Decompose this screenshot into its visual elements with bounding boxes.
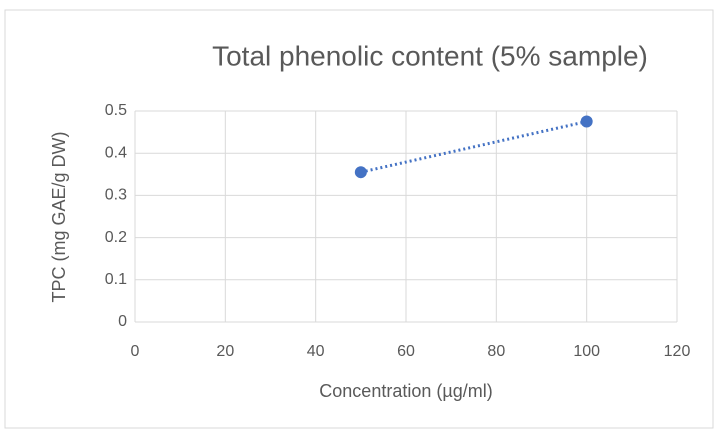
y-axis-label: TPC (mg GAE/g DW) [49, 131, 69, 302]
y-tick-label: 0.1 [105, 271, 127, 288]
x-tick-label: 0 [131, 343, 140, 360]
x-tick-label: 120 [664, 343, 691, 360]
x-tick-label: 60 [397, 343, 415, 360]
x-tick-label: 20 [216, 343, 234, 360]
chart-title: Total phenolic content (5% sample) [212, 40, 648, 71]
x-tick-label: 40 [307, 343, 325, 360]
x-tick-label: 100 [573, 343, 600, 360]
y-tick-label: 0.2 [105, 229, 127, 246]
y-tick-label: 0.4 [105, 144, 127, 161]
chart-frame [4, 9, 714, 429]
y-tick-label: 0 [118, 313, 127, 330]
data-point [354, 166, 367, 179]
x-tick-label: 80 [487, 343, 505, 360]
y-tick-label: 0.5 [105, 102, 127, 119]
x-axis-label: Concentration (µg/ml) [319, 381, 492, 401]
data-point [580, 115, 593, 128]
series-line [360, 120, 587, 174]
y-tick-label: 0.3 [105, 187, 127, 204]
